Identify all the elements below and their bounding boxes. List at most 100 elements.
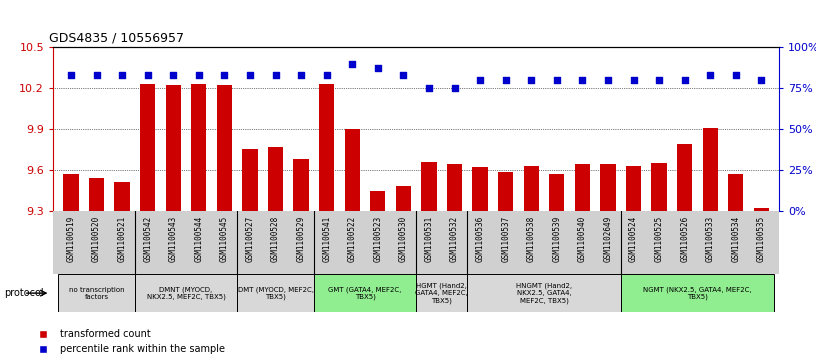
Bar xyxy=(468,274,621,312)
Text: HGMT (Hand2,
GATA4, MEF2C,
TBX5): HGMT (Hand2, GATA4, MEF2C, TBX5) xyxy=(415,283,468,303)
Point xyxy=(601,77,614,83)
Bar xyxy=(416,274,468,312)
Text: GSM1100540: GSM1100540 xyxy=(578,216,587,262)
Text: GSM1100522: GSM1100522 xyxy=(348,216,357,262)
Bar xyxy=(421,162,437,211)
Bar xyxy=(396,186,411,211)
Point xyxy=(166,72,180,78)
Bar xyxy=(166,85,181,211)
Text: GSM1100529: GSM1100529 xyxy=(296,216,305,262)
Point xyxy=(64,72,78,78)
Text: GSM1100543: GSM1100543 xyxy=(169,216,178,262)
Bar xyxy=(314,274,416,312)
Bar xyxy=(447,164,462,211)
Bar xyxy=(135,274,237,312)
Point xyxy=(627,77,640,83)
Point xyxy=(295,72,308,78)
Bar xyxy=(58,274,135,312)
Bar xyxy=(524,166,539,211)
Bar xyxy=(294,159,308,211)
Point xyxy=(448,85,461,91)
Text: NGMT (NKX2.5, GATA4, MEF2C,
TBX5): NGMT (NKX2.5, GATA4, MEF2C, TBX5) xyxy=(643,286,752,300)
Text: GSM1100530: GSM1100530 xyxy=(399,216,408,262)
Text: GSM1100539: GSM1100539 xyxy=(552,216,561,262)
Bar xyxy=(319,84,335,211)
Bar xyxy=(140,84,155,211)
Point xyxy=(423,85,436,91)
Bar xyxy=(64,174,78,211)
Bar xyxy=(754,208,769,211)
Text: GSM1100542: GSM1100542 xyxy=(143,216,152,262)
Text: GSM1100523: GSM1100523 xyxy=(373,216,383,262)
Bar xyxy=(191,84,206,211)
Text: GSM1100534: GSM1100534 xyxy=(731,216,740,262)
Text: GSM1100544: GSM1100544 xyxy=(194,216,203,262)
Text: GSM1100527: GSM1100527 xyxy=(246,216,255,262)
Text: GSM1100521: GSM1100521 xyxy=(118,216,126,262)
Point xyxy=(755,77,768,83)
Bar xyxy=(728,174,743,211)
Point xyxy=(730,72,743,78)
Text: GMT (GATA4, MEF2C,
TBX5): GMT (GATA4, MEF2C, TBX5) xyxy=(328,286,401,300)
Point xyxy=(397,72,410,78)
Point xyxy=(499,77,512,83)
Point xyxy=(320,72,333,78)
Bar xyxy=(217,85,232,211)
Text: GSM1102649: GSM1102649 xyxy=(604,216,613,262)
Text: GSM1100531: GSM1100531 xyxy=(424,216,433,262)
Text: GSM1100545: GSM1100545 xyxy=(220,216,228,262)
Point xyxy=(243,72,256,78)
Point xyxy=(218,72,231,78)
Bar xyxy=(344,129,360,211)
Text: DMNT (MYOCD,
NKX2.5, MEF2C, TBX5): DMNT (MYOCD, NKX2.5, MEF2C, TBX5) xyxy=(147,286,225,300)
Point xyxy=(678,77,691,83)
Bar xyxy=(626,166,641,211)
Text: GSM1100541: GSM1100541 xyxy=(322,216,331,262)
Text: no transcription
factors: no transcription factors xyxy=(69,287,124,299)
Point xyxy=(703,72,716,78)
Bar xyxy=(703,127,718,211)
Point xyxy=(371,66,384,72)
Bar xyxy=(237,274,314,312)
Text: GSM1100533: GSM1100533 xyxy=(706,216,715,262)
Bar xyxy=(498,172,513,211)
Text: GSM1100536: GSM1100536 xyxy=(476,216,485,262)
Bar xyxy=(601,164,615,211)
Text: GDS4835 / 10556957: GDS4835 / 10556957 xyxy=(50,32,184,45)
Text: GSM1100528: GSM1100528 xyxy=(271,216,280,262)
Text: GSM1100520: GSM1100520 xyxy=(92,216,101,262)
Bar xyxy=(621,274,774,312)
Text: GSM1100519: GSM1100519 xyxy=(66,216,75,262)
Point xyxy=(269,72,282,78)
Bar xyxy=(549,174,565,211)
Bar xyxy=(651,163,667,211)
Point xyxy=(525,77,538,83)
Text: GSM1100532: GSM1100532 xyxy=(450,216,459,262)
Point xyxy=(141,72,154,78)
Legend: transformed count, percentile rank within the sample: transformed count, percentile rank withi… xyxy=(29,326,229,358)
Point xyxy=(653,77,666,83)
Point xyxy=(550,77,563,83)
Bar xyxy=(574,164,590,211)
Bar xyxy=(370,192,385,211)
Bar xyxy=(472,167,488,211)
Text: GSM1100535: GSM1100535 xyxy=(757,216,766,262)
Point xyxy=(193,72,206,78)
Text: GSM1100525: GSM1100525 xyxy=(654,216,663,262)
Point xyxy=(90,72,103,78)
Bar xyxy=(89,178,104,211)
Point xyxy=(116,72,129,78)
Text: protocol: protocol xyxy=(4,288,44,298)
Text: GSM1100526: GSM1100526 xyxy=(681,216,690,262)
Bar xyxy=(242,149,258,211)
Text: GSM1100538: GSM1100538 xyxy=(527,216,536,262)
Bar xyxy=(677,144,692,211)
Text: HNGMT (Hand2,
NKX2.5, GATA4,
MEF2C, TBX5): HNGMT (Hand2, NKX2.5, GATA4, MEF2C, TBX5… xyxy=(516,283,572,303)
Bar xyxy=(114,182,130,211)
Point xyxy=(473,77,486,83)
Bar xyxy=(268,147,283,211)
Text: GSM1100537: GSM1100537 xyxy=(501,216,510,262)
Text: DMT (MYOCD, MEF2C,
TBX5): DMT (MYOCD, MEF2C, TBX5) xyxy=(237,286,313,300)
Point xyxy=(346,61,359,66)
Text: GSM1100524: GSM1100524 xyxy=(629,216,638,262)
